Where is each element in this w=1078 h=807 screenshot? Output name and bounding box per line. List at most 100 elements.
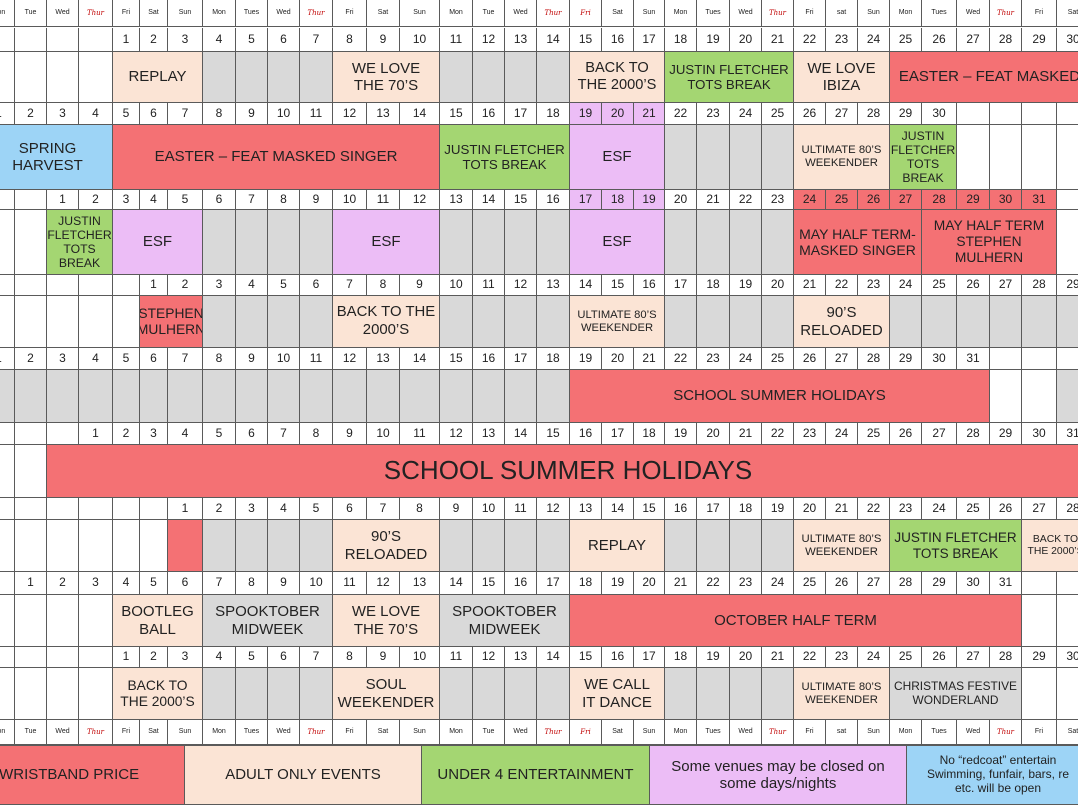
day-cell xyxy=(300,668,333,720)
date-cell xyxy=(1057,572,1078,595)
date-cell: 12 xyxy=(333,103,367,125)
date-cell xyxy=(113,498,140,520)
date-cell: 1 xyxy=(47,190,79,210)
date-cell: 25 xyxy=(762,348,794,370)
day-cell xyxy=(15,210,47,275)
weekday-header: Mon xyxy=(0,0,15,27)
date-cell: 21 xyxy=(730,423,762,445)
date-cell: 11 xyxy=(367,190,400,210)
weekday-footer: Thur xyxy=(79,720,113,745)
date-cell: 15 xyxy=(473,572,505,595)
event-block: MAY HALF TERM STEPHEN MULHERN xyxy=(922,210,1057,275)
date-cell: 9 xyxy=(300,190,333,210)
date-cell: 6 xyxy=(333,498,367,520)
legend-item: UNDER 4 ENTERTAINMENT xyxy=(422,745,650,805)
day-cell xyxy=(15,668,47,720)
weekday-header: Mon xyxy=(203,0,236,27)
weekday-footer: Sun xyxy=(634,720,665,745)
weekday-header: Sat xyxy=(367,0,400,27)
day-cell xyxy=(113,370,140,423)
day-cell xyxy=(79,370,113,423)
date-cell: 4 xyxy=(203,647,236,668)
date-cell: 14 xyxy=(440,572,473,595)
date-cell: 7 xyxy=(333,275,367,296)
date-cell: 22 xyxy=(665,103,697,125)
date-cell: 21 xyxy=(762,28,794,52)
day-cell xyxy=(0,445,15,498)
weekday-header: Wed xyxy=(47,0,79,27)
date-cell: 10 xyxy=(400,28,440,52)
date-cell: 10 xyxy=(333,190,367,210)
date-cell: 15 xyxy=(440,103,473,125)
date-cell: 6 xyxy=(168,572,203,595)
date-cell: 27 xyxy=(990,275,1022,296)
date-cell: 29 xyxy=(890,348,922,370)
day-cell xyxy=(79,296,113,348)
event-block: REPLAY xyxy=(570,520,665,572)
weekday-header: Thur xyxy=(990,0,1022,27)
date-cell: 4 xyxy=(113,572,140,595)
weekday-header: Tue xyxy=(15,0,47,27)
date-cell: 16 xyxy=(570,423,602,445)
event-block: SPRING HARVEST xyxy=(0,125,113,190)
date-cell xyxy=(79,647,113,668)
weekday-footer: Tues xyxy=(236,720,268,745)
date-cell: 20 xyxy=(634,572,665,595)
event-block: CHRISTMAS FESTIVE WONDERLAND xyxy=(890,668,1022,720)
day-cell xyxy=(473,210,505,275)
date-cell: 30 xyxy=(1057,28,1078,52)
weekday-footer: Fri xyxy=(333,720,367,745)
date-cell: 1 xyxy=(140,275,168,296)
date-cell: 25 xyxy=(826,190,858,210)
date-cell: 14 xyxy=(400,103,440,125)
date-cell: 26 xyxy=(957,275,990,296)
date-cell: 4 xyxy=(236,275,268,296)
date-cell xyxy=(79,498,113,520)
date-cell: 24 xyxy=(794,190,826,210)
date-cell: 17 xyxy=(697,498,730,520)
weekday-footer: Wed xyxy=(957,720,990,745)
day-cell xyxy=(762,125,794,190)
day-cell xyxy=(47,595,79,647)
date-cell: 8 xyxy=(400,498,440,520)
day-cell xyxy=(0,210,15,275)
day-cell xyxy=(665,296,697,348)
date-cell xyxy=(0,572,15,595)
date-cell: 21 xyxy=(794,275,826,296)
event-block: REPLAY xyxy=(113,52,203,103)
date-cell: 27 xyxy=(922,423,957,445)
date-cell: 6 xyxy=(140,103,168,125)
date-cell: 8 xyxy=(333,647,367,668)
date-cell: 12 xyxy=(367,572,400,595)
weekday-header: Thur xyxy=(79,0,113,27)
date-cell: 18 xyxy=(697,275,730,296)
day-cell xyxy=(537,370,570,423)
date-cell xyxy=(47,275,79,296)
date-cell: 5 xyxy=(168,190,203,210)
date-cell: 26 xyxy=(794,103,826,125)
date-cell: 9 xyxy=(236,348,268,370)
weekday-footer: Mon xyxy=(665,720,697,745)
date-cell: 30 xyxy=(1022,423,1057,445)
date-cell: 4 xyxy=(168,423,203,445)
day-cell xyxy=(730,296,762,348)
date-cell: 13 xyxy=(570,498,602,520)
date-cell: 20 xyxy=(730,28,762,52)
date-cell: 21 xyxy=(697,190,730,210)
date-cell xyxy=(990,103,1022,125)
day-cell xyxy=(47,296,79,348)
date-cell: 14 xyxy=(537,28,570,52)
date-cell: 8 xyxy=(203,348,236,370)
day-cell xyxy=(0,296,15,348)
day-cell xyxy=(140,520,168,572)
date-cell xyxy=(1022,572,1057,595)
day-cell xyxy=(203,52,236,103)
date-cell: 12 xyxy=(400,190,440,210)
legend-item: K WRISTBAND PRICE xyxy=(0,745,185,805)
weekday-header: Sat xyxy=(140,0,168,27)
date-cell: 28 xyxy=(858,103,890,125)
weekday-footer: Mon xyxy=(890,720,922,745)
date-cell xyxy=(0,190,15,210)
event-block: JUSTIN FLETCHER TOTS BREAK xyxy=(665,52,794,103)
date-cell: 1 xyxy=(113,647,140,668)
